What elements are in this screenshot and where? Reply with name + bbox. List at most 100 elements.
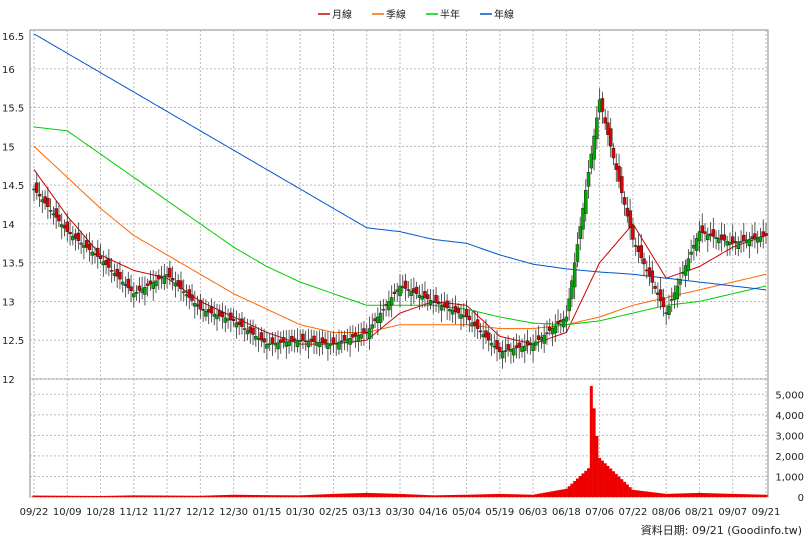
candle-body	[132, 293, 136, 298]
price-plot-area	[29, 29, 769, 380]
date-tick-label: 08/21	[685, 507, 714, 518]
volume-bar	[692, 493, 696, 497]
volume-bar	[564, 488, 568, 497]
candle-body	[561, 318, 566, 328]
candle-body	[631, 225, 635, 240]
candle-body	[586, 171, 591, 187]
volume-bar	[642, 491, 646, 497]
volume-bar	[476, 494, 480, 497]
candle-body	[259, 332, 264, 341]
candle-body	[592, 135, 596, 160]
volume-bar	[143, 495, 147, 497]
candle-body	[168, 267, 172, 278]
volume-bar	[512, 494, 516, 497]
legend-label: 半年	[440, 8, 460, 21]
volume-bar	[348, 493, 352, 497]
candle-body	[739, 241, 743, 243]
candle-body	[584, 190, 588, 214]
candle-body	[204, 310, 208, 317]
volume-bar	[503, 494, 507, 497]
volume-bar	[631, 489, 635, 497]
date-tick-label: 10/09	[53, 507, 82, 518]
volume-bar	[243, 494, 247, 497]
volume-bar	[623, 481, 627, 497]
candle-body	[154, 280, 158, 287]
candle-body	[389, 297, 394, 306]
volume-bar	[653, 492, 657, 497]
candle-body	[437, 302, 441, 305]
volume-bar	[229, 494, 233, 497]
candle-body	[381, 308, 386, 311]
volume-bar	[675, 493, 679, 497]
volume-bar	[301, 495, 305, 497]
volume-bar	[362, 492, 366, 497]
volume-tick-label: 3,000	[775, 431, 804, 442]
volume-bar	[38, 495, 42, 497]
volume-bar	[453, 494, 457, 497]
price-tick-label: 15.5	[2, 104, 24, 115]
candle-body	[661, 297, 666, 308]
candle-body	[564, 316, 569, 322]
volume-bar	[562, 489, 566, 497]
source-text: (Goodinfo.tw)	[727, 524, 802, 537]
volume-bar	[298, 495, 302, 497]
volume-bar	[548, 491, 552, 497]
candle-body	[475, 319, 480, 329]
volume-bar	[440, 495, 444, 497]
volume-bar	[35, 495, 39, 497]
volume-bar	[725, 493, 729, 497]
date-axis: 09/22 10/09 10/28 11/12 11/27 12/12 12/30 01/15…	[20, 507, 781, 518]
candle-body	[736, 241, 741, 249]
volume-bar	[148, 495, 152, 497]
candle-body	[686, 258, 691, 271]
volume-bar	[484, 494, 488, 497]
volume-bar	[32, 495, 36, 497]
volume-bar	[140, 495, 144, 497]
volume-bar	[215, 495, 219, 497]
candle-body	[706, 234, 710, 241]
volume-bar	[395, 493, 399, 497]
price-tick-label: 12.5	[2, 336, 24, 347]
candle-body	[642, 258, 646, 265]
date-tick-label: 11/12	[119, 507, 148, 518]
candle-body	[486, 332, 491, 341]
ma-line-季線	[33, 145, 767, 333]
candle-body	[162, 275, 167, 284]
volume-bar	[279, 495, 283, 497]
candle-body	[434, 295, 438, 303]
volume-bar	[659, 493, 663, 497]
volume-bar	[542, 492, 546, 497]
candle-body	[542, 334, 546, 344]
volume-bar	[501, 493, 505, 497]
volume-bar	[54, 495, 58, 497]
volume-bar	[747, 494, 751, 497]
candle-body	[254, 336, 258, 340]
volume-bar	[129, 495, 133, 497]
volume-tick-label: 2,000	[775, 452, 804, 463]
candle-body	[326, 343, 330, 349]
price-tick-label: 14.5	[2, 181, 24, 192]
volume-bar	[112, 495, 116, 497]
candle-body	[620, 176, 624, 194]
volume-bar	[556, 490, 560, 497]
volume-bar	[40, 495, 44, 497]
candle-body	[262, 338, 266, 343]
volume-bar	[151, 495, 155, 497]
volume-bar	[764, 494, 768, 497]
volume-bar	[370, 493, 374, 497]
date-tick-label: 05/19	[485, 507, 514, 518]
volume-bar	[68, 495, 72, 497]
volume-bar	[115, 495, 119, 497]
volume-bar	[201, 495, 205, 497]
volume-bar	[82, 495, 86, 497]
volume-bar	[429, 495, 432, 497]
volume-bar	[262, 495, 266, 497]
volume-bar	[578, 475, 582, 497]
candle-body	[717, 238, 721, 244]
volume-bar	[714, 493, 718, 497]
volume-bar	[246, 494, 249, 497]
candle-body	[340, 340, 344, 343]
date-tick-label: 09/21	[752, 507, 781, 518]
volume-bar	[276, 495, 280, 497]
volume-tick-label: 5,000	[775, 390, 804, 401]
